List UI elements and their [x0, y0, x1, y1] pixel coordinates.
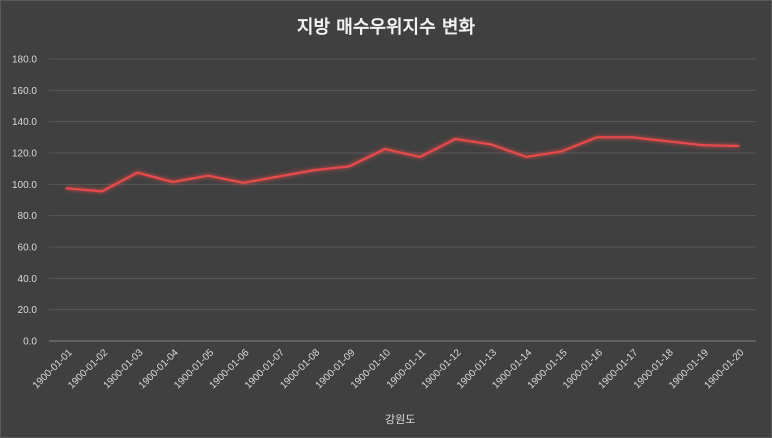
- data-point: [595, 136, 598, 139]
- y-tick-label: 20.0: [18, 305, 38, 316]
- data-point: [419, 155, 422, 158]
- data-point: [313, 169, 316, 172]
- data-point: [277, 175, 280, 178]
- data-point: [383, 148, 386, 151]
- data-point: [560, 150, 563, 153]
- y-tick-label: 160.0: [12, 86, 37, 97]
- legend: 강원도: [357, 413, 415, 426]
- y-tick-label: 120.0: [12, 149, 37, 160]
- data-point: [737, 144, 740, 147]
- series-lines: [65, 136, 740, 193]
- y-tick-label: 40.0: [18, 274, 38, 285]
- y-tick-label: 140.0: [12, 117, 37, 128]
- y-tick-label: 180.0: [12, 55, 37, 66]
- x-axis: 1900-01-011900-01-021900-01-031900-01-04…: [31, 347, 747, 391]
- data-point: [101, 190, 104, 193]
- data-point: [666, 140, 669, 143]
- y-tick-label: 60.0: [18, 243, 38, 254]
- gridlines: [49, 58, 756, 342]
- data-point: [489, 143, 492, 146]
- y-axis: 0.0 20.0 40.0 60.0 80.0 100.0 120.0 140.0 160.0 1…: [12, 55, 37, 348]
- series-line: [65, 136, 740, 193]
- chart-title: 지방 매수우위지수 변화: [297, 17, 476, 38]
- legend-label: 강원도: [385, 413, 415, 426]
- data-point: [242, 181, 245, 184]
- data-point: [207, 174, 210, 177]
- data-point: [631, 136, 634, 139]
- data-point: [525, 155, 528, 158]
- data-point: [65, 187, 68, 190]
- data-point: [171, 180, 174, 183]
- y-tick-label: 0.0: [23, 337, 37, 348]
- data-point: [136, 171, 139, 174]
- y-tick-label: 80.0: [18, 211, 38, 222]
- y-tick-label: 100.0: [12, 180, 37, 191]
- data-point: [454, 137, 457, 140]
- data-point: [701, 144, 704, 147]
- data-point: [348, 165, 351, 168]
